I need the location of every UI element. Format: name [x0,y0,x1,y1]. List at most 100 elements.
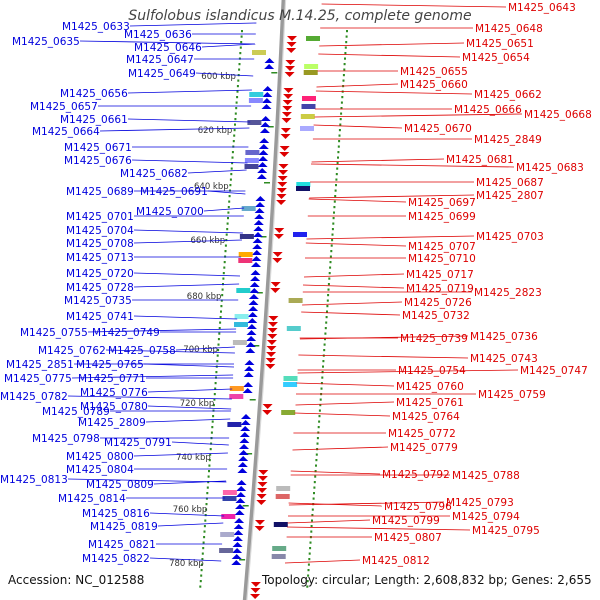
ring-dot [211,426,214,429]
ring-dot [334,195,337,198]
label-connector [143,363,235,368]
gene-label: M1425_0816 [82,508,150,520]
gene-feature-block [247,120,262,125]
gene-label: M1425_0749 [92,327,160,339]
ring-dot [224,244,227,247]
label-connector [309,194,475,199]
label-connector [131,159,248,164]
reverse-strand-gene-arrow [259,138,270,143]
gene-label: M1425_0732 [402,310,470,322]
forward-strand-gene-arrow [276,188,287,193]
gene-label: M1425_0771 [78,373,146,385]
ring-dot [228,195,231,198]
reverse-strand-gene-arrow [250,270,261,275]
ring-dot [221,288,224,291]
gene-label: M1425_0776 [80,387,148,399]
reverse-strand-gene-arrow [245,342,256,347]
ring-dot [223,266,226,269]
gene-label: M1425_0713 [66,252,134,264]
ring-dot [320,387,323,390]
ring-dot [236,96,239,99]
ring-dot [311,508,314,511]
forward-strand-gene-arrow [262,410,273,415]
gene-label: M1425_0703 [476,231,544,243]
gene-feature-block [236,288,251,293]
gene-label: M1425_0762 [38,345,106,357]
reverse-strand-gene-arrow [257,162,268,167]
ring-dot [336,162,339,165]
label-connector [310,163,515,168]
ring-dot [330,244,333,247]
ring-dot [208,459,211,462]
forward-strand-gene-arrow [272,258,283,263]
ring-dot [205,503,208,506]
kbp-tick-mark [249,399,256,401]
ring-dot [333,211,335,214]
ring-dot [338,134,341,137]
ring-dot [315,453,318,456]
ring-dot [206,486,209,489]
ring-dot [200,569,203,572]
label-connector [175,346,235,351]
right-gene-labels: M1425_0643 M1425_0648 M1425_0651 M1425_0654… [284,2,592,567]
ring-dot [209,453,212,456]
ring-dot [331,239,334,242]
ring-dot [201,558,204,561]
gene-label: M1425_0809 [86,479,154,491]
kbp-tick-mark [246,453,253,455]
backbone-arc [242,0,286,600]
ring-dot [201,563,203,566]
ring-dot [203,536,206,539]
forward-strand-gene-arrow [258,470,269,475]
label-connector [303,273,405,278]
ring-dot [208,470,210,473]
ring-dot [223,261,226,264]
reverse-strand-gene-arrow [240,426,251,431]
label-connector [302,284,405,289]
label-connector [314,113,523,118]
ring-dot [206,492,209,495]
label-connector [127,89,252,94]
ring-dot [326,299,329,302]
ring-dot [338,140,341,143]
ring-dot [235,101,238,104]
reverse-strand-gene-arrow [258,150,269,155]
ring-dot [327,288,330,291]
forward-strand-gene-arrow [268,316,279,321]
label-connector [287,519,371,524]
forward-strand-gene-arrow [266,352,277,357]
reverse-strand-gene-arrow [239,438,250,443]
forward-strand-gene-arrow [266,346,277,351]
gene-label: M1425_0795 [472,525,540,537]
label-connector [129,22,257,27]
gene-feature-block [239,234,254,239]
reverse-strand-gene-arrow [231,560,242,565]
ring-dot [317,426,320,429]
gene-label: M1425_0807 [374,532,442,544]
ring-dot [230,173,233,176]
reverse-strand-gene-arrow [244,360,255,365]
label-connector [297,369,519,374]
reverse-strand-gene-arrow [235,498,246,503]
gene-label: M1425_0717 [406,269,474,281]
ring-dot [342,79,345,82]
ring-dot [219,316,222,319]
ring-dot [239,52,242,55]
label-connector [294,412,391,417]
gene-label: M1425_0647 [126,54,194,66]
outer-right-dotted-ring [306,30,348,588]
label-connector [286,526,471,531]
forward-strand-gene-arrow [272,252,283,257]
gene-label: M1425_0819 [90,521,158,533]
kbp-tick-mark [264,182,270,184]
ring-dot [338,129,341,132]
reverse-strand-gene-arrow [243,382,254,387]
kbp-tick-label: 640 kbp [194,182,229,192]
gene-feature-block [283,382,298,387]
ring-dot [205,508,208,511]
reverse-strand-gene-arrow [251,262,261,267]
gene-label: M1425_2851 [6,359,74,371]
accession-label: Accession: NC_012588 [8,573,145,587]
gene-label: M1425_0651 [466,38,534,50]
